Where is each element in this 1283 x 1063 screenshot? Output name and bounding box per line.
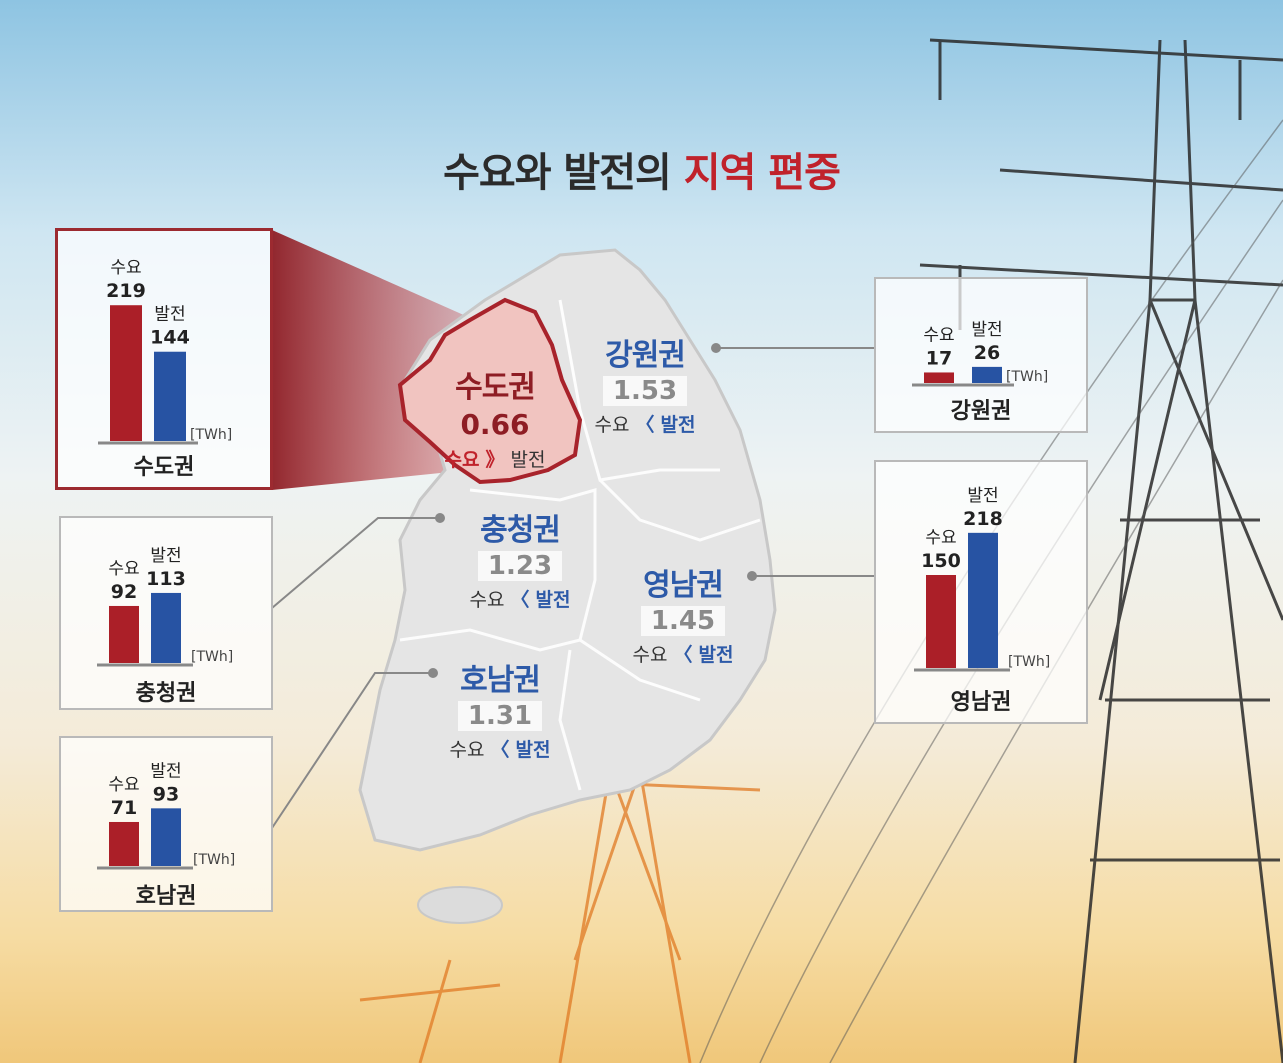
title-main: 수요와 발전의	[443, 150, 672, 196]
generation-label: 발전	[510, 449, 546, 471]
bar-value-label: 219	[106, 280, 146, 302]
bar-value-label: 26	[974, 342, 1000, 364]
map-comparison: 수요 》 발전	[430, 445, 560, 472]
unit-label: [TWh]	[193, 852, 235, 868]
bar-value-label: 92	[111, 581, 137, 603]
bar-generation	[968, 532, 998, 668]
bar-generation	[151, 592, 181, 663]
bar-demand	[110, 305, 142, 441]
map-comparison: 수요 〈 발전	[618, 640, 748, 667]
unit-label: [TWh]	[1008, 654, 1050, 670]
map-label-chungcheong: 충청권 1.23 수요 〈 발전	[455, 505, 585, 612]
demand-label: 수요	[469, 589, 505, 611]
bar-category-label: 수요	[110, 258, 141, 278]
bar-value-label: 71	[111, 797, 137, 819]
demand-label: 수요	[632, 644, 668, 666]
leader-chungcheong	[271, 517, 440, 609]
map-comparison: 수요 〈 발전	[435, 735, 565, 762]
bar-category-label: 발전	[967, 486, 998, 506]
chart-panel-yeongnam: 150 수요 218 발전 [TWh] 영남권	[874, 460, 1088, 724]
bar-demand	[926, 575, 956, 668]
generation-label: 발전	[698, 644, 734, 666]
chart-panel-honam: 71 수요 93 발전 [TWh] 호남권	[59, 736, 273, 912]
generation-label: 발전	[660, 414, 696, 436]
map-ratio: 1.53	[602, 376, 688, 406]
capital-region	[397, 297, 583, 485]
comparison-symbol: 〈	[673, 644, 693, 666]
bar-generation	[972, 366, 1002, 383]
comparison-symbol: 〈	[510, 589, 530, 611]
map-ratio: 1.31	[457, 701, 543, 731]
generation-label: 발전	[535, 589, 571, 611]
bar-value-label: 113	[146, 568, 186, 590]
bar-generation	[154, 351, 186, 441]
comparison-symbol: 〈	[635, 414, 655, 436]
map-region-name: 수도권	[455, 370, 536, 405]
bar-category-label: 발전	[971, 320, 1002, 340]
map-ratio: 0.66	[460, 408, 530, 441]
bar-value-label: 144	[150, 327, 190, 349]
bar-demand	[924, 372, 954, 383]
bar-category-label: 수요	[923, 325, 954, 345]
unit-label: [TWh]	[1006, 369, 1048, 385]
chart-panel-capital: 219 수요 144 발전 [TWh] 수도권	[55, 228, 273, 490]
unit-label: [TWh]	[191, 649, 233, 665]
bar-category-label: 발전	[154, 305, 185, 325]
map-region-name: 충청권	[480, 513, 561, 548]
chart-panel-gangwon: 17 수요 26 발전 [TWh] 강원권	[874, 277, 1088, 433]
panel-region-name: 영남권	[950, 690, 1012, 715]
leader-honam	[271, 672, 433, 829]
comparison-symbol: 〈	[490, 739, 510, 761]
map-ratio: 1.45	[640, 606, 726, 636]
demand-label: 수요	[444, 449, 480, 471]
chart-title: 수요와 발전의 지역 편중	[0, 140, 1283, 198]
map-region-name: 영남권	[643, 568, 724, 603]
bar-demand	[109, 821, 139, 866]
map-ratio: 1.23	[477, 551, 563, 581]
comparison-symbol: 》	[485, 449, 505, 471]
map-comparison: 수요 〈 발전	[580, 410, 710, 437]
title-highlight: 지역 편중	[683, 150, 841, 196]
generation-label: 발전	[515, 739, 551, 761]
unit-label: [TWh]	[190, 427, 232, 443]
chart-panel-chungcheong: 92 수요 113 발전 [TWh] 충청권	[59, 516, 273, 710]
bar-demand	[109, 605, 139, 663]
bar-category-label: 발전	[150, 546, 181, 566]
demand-label: 수요	[594, 414, 630, 436]
panel-region-name: 수도권	[133, 455, 195, 480]
map-label-capital: 수도권 0.66 수요 》 발전	[430, 362, 560, 472]
bar-value-label: 93	[153, 783, 179, 805]
bar-category-label: 수요	[108, 775, 139, 795]
jeju-island	[417, 886, 503, 924]
map-label-honam: 호남권 1.31 수요 〈 발전	[435, 655, 565, 762]
demand-label: 수요	[449, 739, 485, 761]
map-label-yeongnam: 영남권 1.45 수요 〈 발전	[618, 560, 748, 667]
panel-region-name: 강원권	[950, 399, 1012, 424]
bar-category-label: 수요	[108, 559, 139, 579]
bar-value-label: 17	[926, 347, 952, 369]
map-region-name: 강원권	[605, 338, 686, 373]
bar-generation	[151, 808, 181, 866]
bar-value-label: 150	[921, 550, 961, 572]
map-region-name: 호남권	[460, 663, 541, 698]
bar-category-label: 수요	[925, 528, 956, 548]
map-comparison: 수요 〈 발전	[455, 585, 585, 612]
bar-value-label: 218	[963, 508, 1003, 530]
bar-category-label: 발전	[150, 761, 181, 781]
map-label-gangwon: 강원권 1.53 수요 〈 발전	[580, 330, 710, 437]
panel-region-name: 충청권	[135, 681, 197, 706]
panel-region-name: 호남권	[135, 884, 197, 909]
